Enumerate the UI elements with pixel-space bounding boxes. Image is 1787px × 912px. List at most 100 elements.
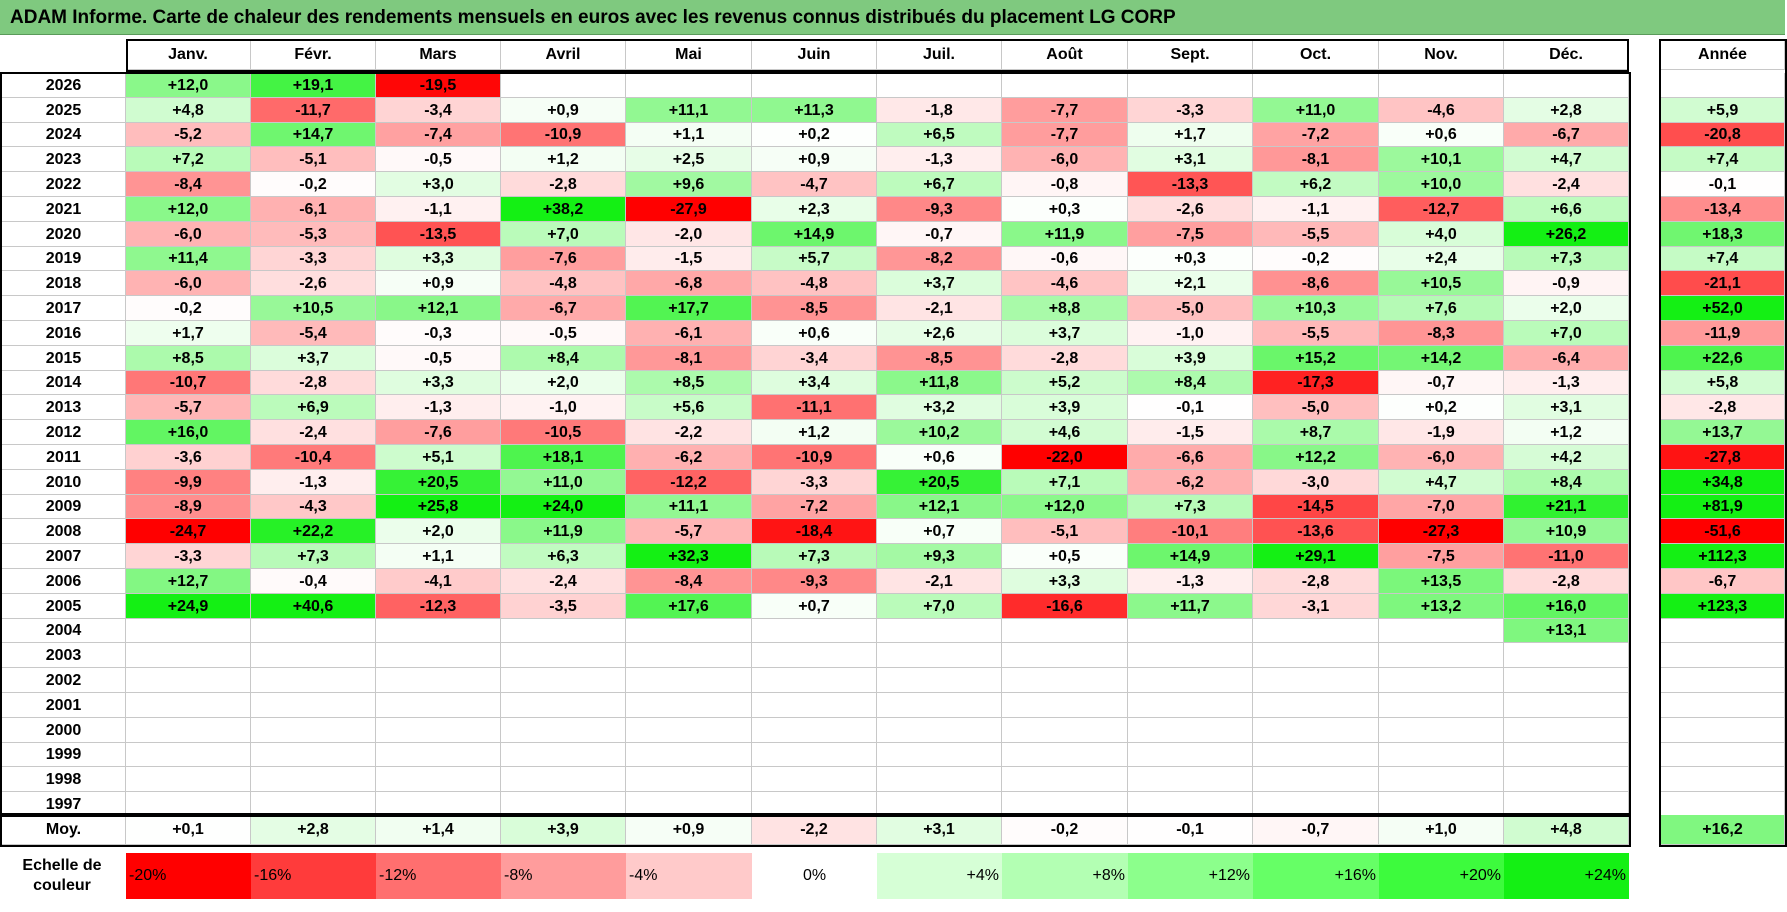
heat-cell: -10,9: [752, 445, 877, 470]
heat-cell: [376, 718, 501, 743]
heat-cell: +14,9: [752, 222, 877, 247]
row-year-label: 2025: [2, 98, 126, 123]
annual-heat-cell: [1661, 73, 1785, 98]
heat-cell: -6,0: [126, 271, 251, 296]
heat-cell: [626, 767, 752, 792]
heat-cell: [501, 767, 626, 792]
heat-cell: [1128, 767, 1253, 792]
heat-cell: +1,2: [752, 420, 877, 445]
heat-cell: [1379, 693, 1504, 718]
heat-cell: [1504, 792, 1629, 817]
heat-cell: +38,2: [501, 197, 626, 222]
heat-cell: +11,8: [877, 371, 1002, 395]
heat-cell: [126, 718, 251, 743]
heat-cell: -7,2: [752, 495, 877, 519]
heat-cell: +6,9: [251, 395, 376, 420]
heat-cell: [1504, 668, 1629, 693]
heat-cell: [1379, 668, 1504, 693]
heat-cell: [1002, 792, 1128, 817]
annual-heat-cell: +5,9: [1661, 98, 1785, 123]
heat-cell: [1379, 619, 1504, 643]
heat-cell: [1253, 693, 1379, 718]
row-year-label: 2009: [2, 495, 126, 519]
heat-cell: [1379, 718, 1504, 743]
row-year-label: 2016: [2, 321, 126, 346]
heat-cell: +14,2: [1379, 346, 1504, 371]
heat-cell: -0,5: [376, 346, 501, 371]
heat-cell: [752, 693, 877, 718]
heat-cell: +10,2: [877, 420, 1002, 445]
heat-cell: +2,0: [376, 519, 501, 544]
heat-cell: -6,0: [1002, 147, 1128, 172]
heat-cell: -24,7: [126, 519, 251, 544]
heat-cell: +3,3: [1002, 569, 1128, 594]
heat-cell: +6,7: [877, 172, 1002, 197]
average-cell: -0,1: [1128, 815, 1253, 845]
heat-cell: +24,0: [501, 495, 626, 519]
heat-cell: -8,1: [626, 346, 752, 371]
annual-heat-cell: +5,8: [1661, 371, 1785, 395]
heat-cell: [1253, 767, 1379, 792]
annual-heat-cell: -27,8: [1661, 445, 1785, 470]
heat-cell: +11,0: [501, 470, 626, 495]
heat-cell: -7,0: [1379, 495, 1504, 519]
heat-cell: +1,2: [501, 147, 626, 172]
heat-cell: [877, 743, 1002, 767]
heat-cell: +7,3: [1504, 247, 1629, 271]
heat-cell: [626, 718, 752, 743]
heat-cell: -6,0: [126, 222, 251, 247]
heat-cell: -2,6: [1128, 197, 1253, 222]
heat-cell: -3,3: [251, 247, 376, 271]
average-cell: -0,2: [1002, 815, 1128, 845]
heat-cell: [251, 718, 376, 743]
heat-cell: [877, 693, 1002, 718]
heat-cell: +0,9: [752, 147, 877, 172]
heat-cell: +11,7: [1128, 594, 1253, 619]
heat-cell: -9,3: [752, 569, 877, 594]
row-year-label: 2011: [2, 445, 126, 470]
row-year-label: 2019: [2, 247, 126, 271]
heat-cell: [1253, 73, 1379, 98]
heat-cell: [251, 668, 376, 693]
color-scale-step: +8%: [1002, 853, 1128, 899]
row-year-label: 2012: [2, 420, 126, 445]
heat-cell: +7,3: [1128, 495, 1253, 519]
annual-heat-cell: -51,6: [1661, 519, 1785, 544]
heat-cell: +15,2: [1253, 346, 1379, 371]
column-header: Août: [1002, 40, 1128, 70]
row-year-label: 2024: [2, 123, 126, 147]
heat-cell: +1,1: [626, 123, 752, 147]
heat-cell: -2,8: [251, 371, 376, 395]
heat-cell: +10,3: [1253, 296, 1379, 321]
heat-cell: +0,7: [877, 519, 1002, 544]
heat-cell: -7,6: [376, 420, 501, 445]
heat-cell: -0,6: [1002, 247, 1128, 271]
heat-cell: +7,0: [1504, 321, 1629, 346]
color-scale-step: -12%: [376, 853, 501, 899]
heat-cell: +8,4: [501, 346, 626, 371]
heat-cell: [1128, 792, 1253, 817]
heat-cell: [251, 792, 376, 817]
heat-cell: +8,7: [1253, 420, 1379, 445]
heat-cell: +8,8: [1002, 296, 1128, 321]
heat-cell: -8,2: [877, 247, 1002, 271]
heat-cell: [126, 693, 251, 718]
heat-cell: +11,0: [1253, 98, 1379, 123]
annual-heat-cell: [1661, 643, 1785, 668]
heat-cell: [1002, 767, 1128, 792]
heat-cell: +26,2: [1504, 222, 1629, 247]
heat-cell: [1379, 743, 1504, 767]
heat-cell: +3,1: [1128, 147, 1253, 172]
heat-cell: -4,6: [1379, 98, 1504, 123]
annual-heat-cell: +7,4: [1661, 247, 1785, 271]
color-scale-step: -20%: [126, 853, 251, 899]
heat-cell: -2,6: [251, 271, 376, 296]
heat-cell: [877, 718, 1002, 743]
heat-cell: -9,9: [126, 470, 251, 495]
heat-cell: -2,8: [1504, 569, 1629, 594]
heat-cell: +7,0: [877, 594, 1002, 619]
row-year-label: 2004: [2, 619, 126, 643]
heat-cell: [501, 792, 626, 817]
heat-cell: +20,5: [376, 470, 501, 495]
heat-cell: +2,3: [752, 197, 877, 222]
